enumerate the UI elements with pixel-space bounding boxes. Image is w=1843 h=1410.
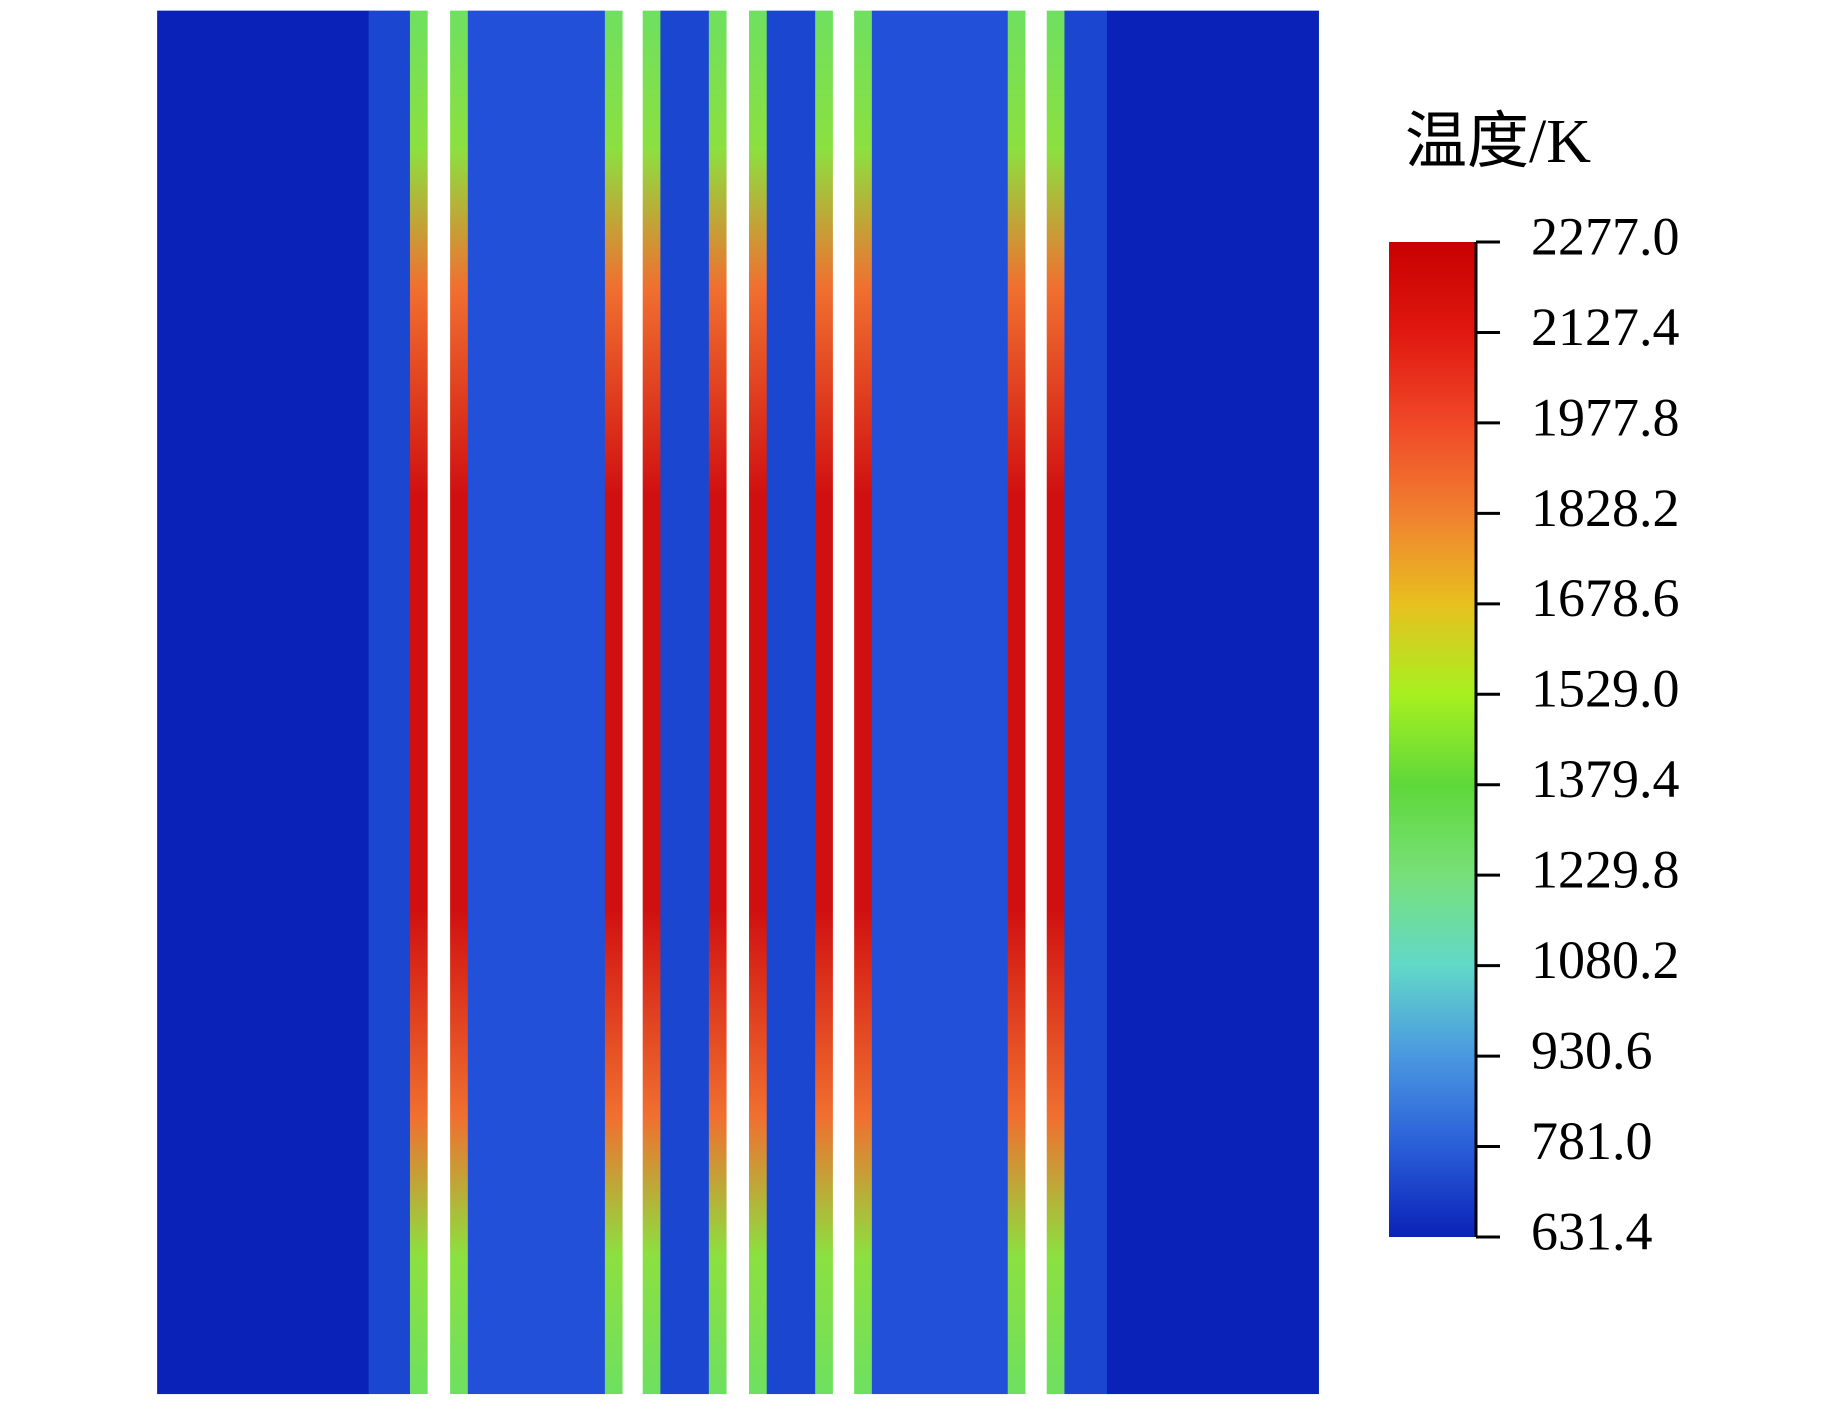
field-stripe	[157, 10, 370, 1395]
colorbar	[1389, 242, 1476, 1237]
field-stripe	[1046, 10, 1065, 1395]
tick-label: 1678.6	[1531, 568, 1680, 628]
field-stripe	[409, 10, 429, 1395]
field-stripe	[815, 10, 834, 1395]
tick-label: 930.6	[1531, 1020, 1653, 1080]
field-stripe	[871, 10, 1009, 1395]
colorbar-title: 温度/K	[1405, 108, 1591, 176]
tick-label: 2127.4	[1531, 297, 1680, 357]
tick-label: 1977.8	[1531, 387, 1680, 447]
field-stripe	[660, 10, 710, 1395]
field-stripe	[726, 10, 750, 1395]
field-stripe	[1106, 10, 1319, 1395]
tick-label: 2277.0	[1531, 206, 1680, 266]
field-stripe	[708, 10, 728, 1395]
tick-label: 781.0	[1531, 1111, 1653, 1171]
tick-label: 1229.8	[1531, 840, 1680, 900]
field-stripe	[749, 10, 768, 1395]
field-stripe	[854, 10, 873, 1395]
field-stripe	[766, 10, 816, 1395]
field-stripe	[427, 10, 451, 1395]
tick-label: 1529.0	[1531, 659, 1680, 719]
field-stripe	[622, 10, 644, 1395]
tick-label: 1828.2	[1531, 478, 1680, 538]
field-stripe	[642, 10, 661, 1395]
field-stripe	[1025, 10, 1048, 1395]
field-stripe	[604, 10, 624, 1395]
field-stripe	[1064, 10, 1108, 1395]
field-stripe	[1007, 10, 1026, 1395]
tick-label: 1080.2	[1531, 930, 1680, 990]
field-stripe	[450, 10, 469, 1395]
field-stripe	[368, 10, 411, 1395]
field-stripe	[832, 10, 855, 1395]
tick-label: 631.4	[1531, 1201, 1653, 1261]
field-stripe	[467, 10, 606, 1395]
tick-label: 1379.4	[1531, 749, 1680, 809]
